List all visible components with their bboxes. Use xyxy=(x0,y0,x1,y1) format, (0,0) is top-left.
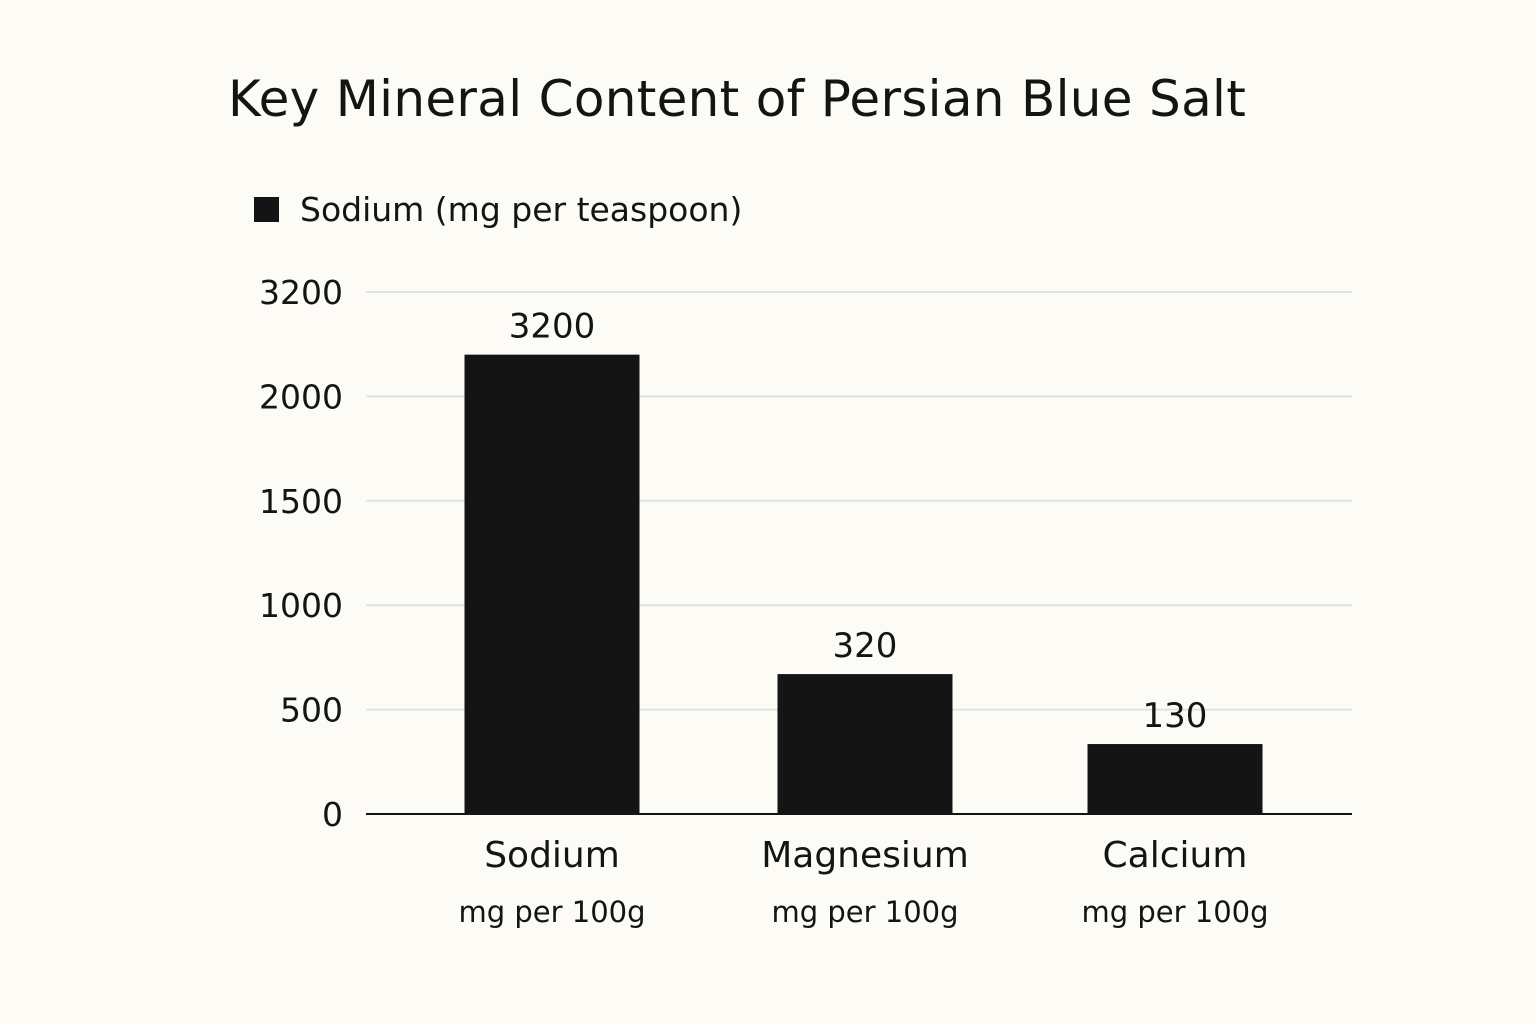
bar-magnesium xyxy=(777,674,953,814)
x-category-sublabel: mg per 100g xyxy=(458,895,645,929)
x-category-label: Calcium xyxy=(1103,835,1248,876)
data-label: 3200 xyxy=(509,307,596,347)
y-tick-label: 1500 xyxy=(259,482,343,521)
bar-calcium xyxy=(1087,744,1263,814)
data-label: 320 xyxy=(833,626,898,666)
chart-title: Key Mineral Content of Persian Blue Salt xyxy=(228,70,1247,128)
legend-swatch xyxy=(254,197,279,222)
x-category-sublabel: mg per 100g xyxy=(1081,895,1268,929)
y-tick-label: 0 xyxy=(322,795,343,834)
x-category-label: Sodium xyxy=(484,835,620,876)
x-category-sublabel: mg per 100g xyxy=(771,895,958,929)
y-tick-label: 500 xyxy=(280,691,343,730)
legend-label: Sodium (mg per teaspoon) xyxy=(300,190,743,229)
y-tick-label: 1000 xyxy=(259,586,343,625)
data-label: 130 xyxy=(1143,696,1208,736)
legend: Sodium (mg per teaspoon) xyxy=(254,190,742,229)
bar-sodium xyxy=(464,354,640,814)
y-tick-label: 2000 xyxy=(259,377,343,416)
x-category-label: Magnesium xyxy=(761,835,969,876)
y-tick-label: 3200 xyxy=(259,273,343,312)
